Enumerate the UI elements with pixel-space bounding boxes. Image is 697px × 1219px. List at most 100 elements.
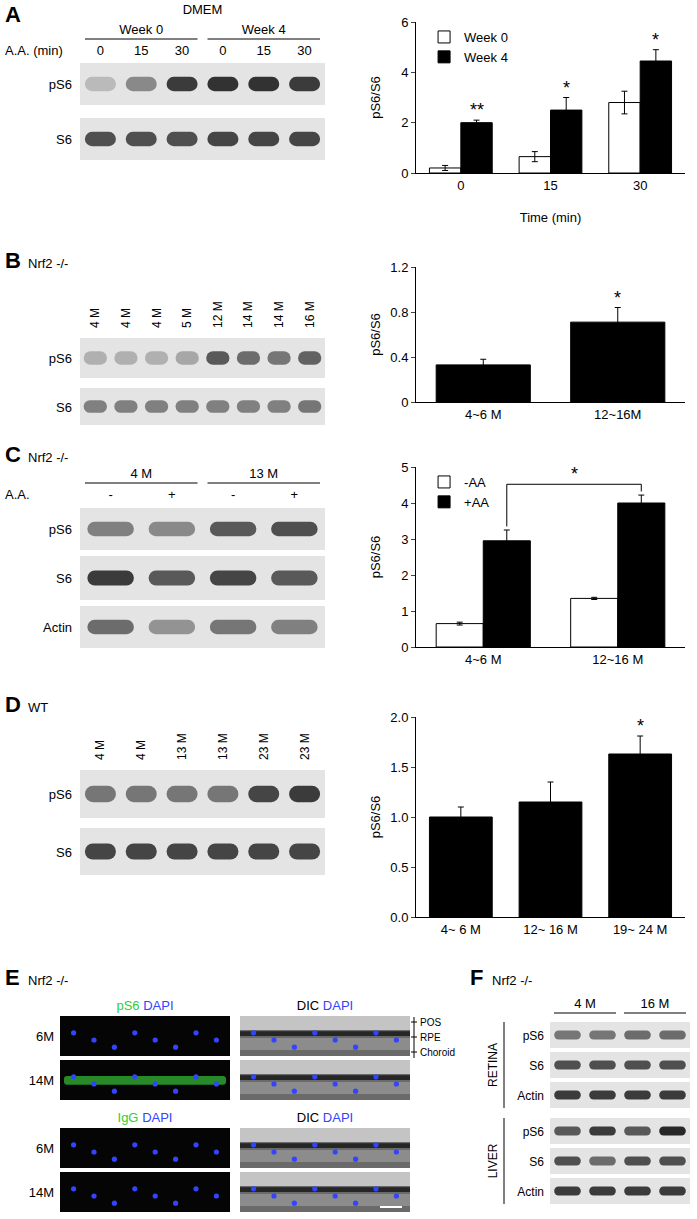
svg-text:16 M: 16 M bbox=[641, 996, 670, 1011]
svg-text:DIC DAPI: DIC DAPI bbox=[297, 998, 353, 1013]
svg-text:S6: S6 bbox=[56, 845, 72, 860]
svg-text:pS6: pS6 bbox=[49, 351, 72, 366]
svg-text:13 M: 13 M bbox=[249, 466, 278, 481]
svg-text:Nrf2 -/-: Nrf2 -/- bbox=[492, 973, 532, 988]
svg-text:12~ 16 M: 12~ 16 M bbox=[523, 922, 578, 937]
svg-text:-: - bbox=[108, 487, 112, 502]
svg-text:30: 30 bbox=[633, 178, 647, 193]
svg-text:Nrf2 -/-: Nrf2 -/- bbox=[28, 450, 68, 465]
svg-text:4 M: 4 M bbox=[130, 466, 152, 481]
svg-text:+: + bbox=[291, 487, 299, 502]
svg-text:0: 0 bbox=[401, 166, 408, 181]
svg-text:0.0: 0.0 bbox=[390, 910, 408, 925]
svg-text:1.2: 1.2 bbox=[390, 260, 408, 275]
svg-text:0: 0 bbox=[219, 43, 226, 58]
svg-text:*: * bbox=[563, 78, 570, 98]
svg-text:0: 0 bbox=[401, 640, 408, 655]
svg-text:3: 3 bbox=[401, 532, 408, 547]
svg-text:14 M: 14 M bbox=[272, 301, 286, 328]
svg-text:+: + bbox=[168, 487, 176, 502]
svg-text:DIC DAPI: DIC DAPI bbox=[297, 1110, 353, 1125]
svg-text:4~6 M: 4~6 M bbox=[465, 407, 502, 422]
svg-text:0.5: 0.5 bbox=[390, 860, 408, 875]
svg-text:A: A bbox=[5, 2, 21, 27]
svg-text:6: 6 bbox=[401, 15, 408, 30]
svg-text:12~16 M: 12~16 M bbox=[592, 652, 643, 667]
svg-text:5 M: 5 M bbox=[180, 308, 194, 328]
svg-text:RPE: RPE bbox=[420, 1032, 441, 1043]
svg-text:pS6/S6: pS6/S6 bbox=[368, 536, 383, 579]
svg-text:4~6 M: 4~6 M bbox=[465, 652, 502, 667]
svg-text:5: 5 bbox=[401, 460, 408, 475]
svg-text:pS6: pS6 bbox=[523, 1029, 545, 1043]
svg-text:Week 0: Week 0 bbox=[464, 30, 508, 45]
svg-text:16 M: 16 M bbox=[303, 301, 317, 328]
svg-text:pS6: pS6 bbox=[49, 77, 72, 92]
svg-text:pS6/S6: pS6/S6 bbox=[368, 76, 383, 119]
svg-text:2.0: 2.0 bbox=[390, 710, 408, 725]
svg-text:0.8: 0.8 bbox=[390, 305, 408, 320]
svg-text:pS6/S6: pS6/S6 bbox=[368, 796, 383, 839]
svg-text:*: * bbox=[614, 288, 621, 308]
svg-text:Actin: Actin bbox=[43, 620, 72, 635]
svg-text:15: 15 bbox=[257, 43, 271, 58]
svg-text:D: D bbox=[5, 692, 21, 717]
svg-text:B: B bbox=[5, 248, 21, 273]
svg-text:23 M: 23 M bbox=[257, 733, 271, 760]
svg-text:-AA: -AA bbox=[464, 475, 486, 490]
svg-text:6M: 6M bbox=[36, 1141, 54, 1156]
svg-text:30: 30 bbox=[297, 43, 311, 58]
svg-text:13 M: 13 M bbox=[216, 733, 230, 760]
svg-text:pS6: pS6 bbox=[523, 1125, 545, 1139]
svg-text:DMEM: DMEM bbox=[183, 2, 223, 17]
svg-text:0: 0 bbox=[401, 395, 408, 410]
svg-text:15: 15 bbox=[134, 43, 148, 58]
svg-text:0: 0 bbox=[97, 43, 104, 58]
svg-text:*: * bbox=[571, 464, 578, 484]
svg-text:15: 15 bbox=[543, 178, 557, 193]
svg-text:Week 0: Week 0 bbox=[119, 22, 163, 37]
svg-text:LIVER: LIVER bbox=[486, 1143, 500, 1178]
svg-text:30: 30 bbox=[175, 43, 189, 58]
svg-text:POS: POS bbox=[420, 1017, 441, 1028]
svg-text:Week 4: Week 4 bbox=[464, 50, 508, 65]
svg-text:13 M: 13 M bbox=[175, 733, 189, 760]
svg-text:+AA: +AA bbox=[464, 495, 489, 510]
svg-text:Nrf2 -/-: Nrf2 -/- bbox=[28, 973, 68, 988]
svg-text:S6: S6 bbox=[56, 132, 72, 147]
svg-text:4 M: 4 M bbox=[574, 996, 596, 1011]
svg-text:1.5: 1.5 bbox=[390, 760, 408, 775]
svg-text:WT: WT bbox=[28, 700, 48, 715]
svg-text:*: * bbox=[637, 716, 644, 736]
svg-text:A.A. (min): A.A. (min) bbox=[5, 43, 63, 58]
svg-text:6M: 6M bbox=[36, 1029, 54, 1044]
svg-text:1: 1 bbox=[401, 604, 408, 619]
svg-text:4~ 6 M: 4~ 6 M bbox=[441, 922, 481, 937]
svg-text:C: C bbox=[5, 442, 21, 467]
svg-text:4 M: 4 M bbox=[88, 308, 102, 328]
svg-text:Week 4: Week 4 bbox=[242, 22, 286, 37]
svg-text:S6: S6 bbox=[529, 1155, 544, 1169]
svg-text:S6: S6 bbox=[529, 1059, 544, 1073]
svg-text:0: 0 bbox=[457, 178, 464, 193]
svg-text:2: 2 bbox=[401, 568, 408, 583]
svg-text:Choroid: Choroid bbox=[420, 1047, 455, 1058]
svg-text:23 M: 23 M bbox=[298, 733, 312, 760]
svg-text:-: - bbox=[231, 487, 235, 502]
svg-text:IgG DAPI: IgG DAPI bbox=[118, 1110, 173, 1125]
svg-text:12~16M: 12~16M bbox=[594, 407, 641, 422]
svg-text:pS6: pS6 bbox=[49, 787, 72, 802]
svg-text:S6: S6 bbox=[56, 400, 72, 415]
svg-text:Time (min): Time (min) bbox=[520, 210, 582, 225]
svg-text:S6: S6 bbox=[56, 571, 72, 586]
svg-text:12 M: 12 M bbox=[211, 301, 225, 328]
svg-text:Actin: Actin bbox=[517, 1089, 544, 1103]
svg-text:4 M: 4 M bbox=[119, 308, 133, 328]
svg-text:pS6: pS6 bbox=[49, 522, 72, 537]
svg-text:4: 4 bbox=[401, 65, 408, 80]
svg-text:**: ** bbox=[470, 100, 484, 120]
svg-text:4: 4 bbox=[401, 496, 408, 511]
svg-text:pS6/S6: pS6/S6 bbox=[368, 313, 383, 356]
svg-text:*: * bbox=[652, 30, 659, 50]
svg-text:14M: 14M bbox=[29, 1185, 54, 1200]
